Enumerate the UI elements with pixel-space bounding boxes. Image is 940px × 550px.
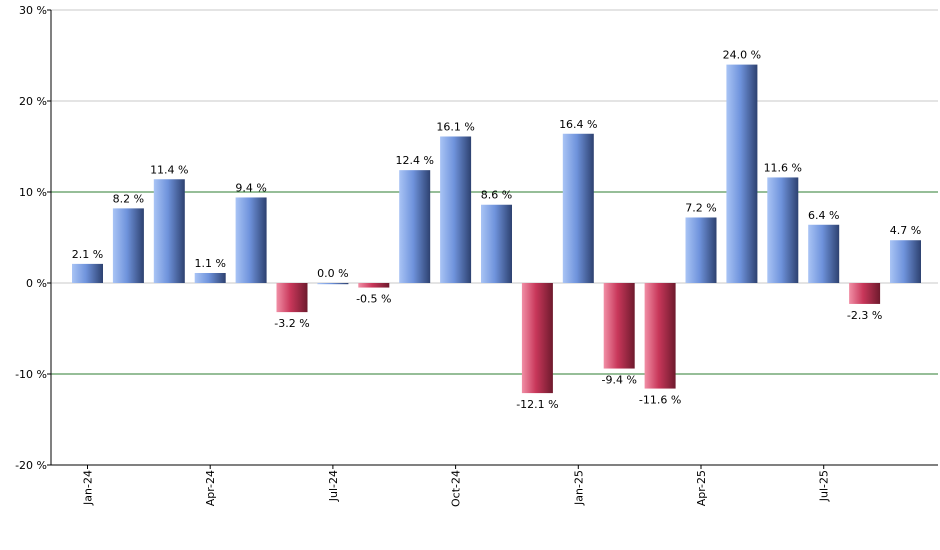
bar-Jan-25 bbox=[562, 133, 594, 283]
data-label: -3.2 % bbox=[274, 317, 309, 330]
bar-Jan-24 bbox=[72, 263, 103, 283]
data-label: -9.4 % bbox=[601, 374, 636, 387]
x-tick-label: Apr-25 bbox=[695, 470, 708, 506]
data-label: 11.6 % bbox=[764, 161, 802, 174]
bar-Feb-25 bbox=[603, 283, 635, 369]
data-label: 4.7 % bbox=[890, 224, 921, 237]
data-label: 1.1 % bbox=[194, 257, 225, 270]
bar-Oct-24 bbox=[440, 136, 472, 283]
bar-May-24 bbox=[235, 197, 267, 283]
bar-Aug-25 bbox=[849, 283, 881, 304]
y-tick-label: -10 % bbox=[15, 368, 47, 381]
x-tick-label: Oct-24 bbox=[450, 470, 463, 507]
bar-Nov-24 bbox=[481, 204, 512, 283]
data-label: 0.0 % bbox=[317, 267, 348, 280]
data-labels: 2.1 % 8.2 % 11.4 % 1.1 % 9.4 % -3.2 % 0.0 % -0.… bbox=[72, 49, 921, 412]
x-tick-label: Jan-25 bbox=[572, 470, 585, 506]
bar-Jul-24 bbox=[317, 283, 349, 285]
data-label: 16.1 % bbox=[436, 120, 474, 133]
bar-Aug-24 bbox=[358, 283, 390, 288]
bar-Feb-24 bbox=[112, 208, 144, 283]
y-tick-label: -20 % bbox=[15, 459, 47, 472]
data-label: 8.2 % bbox=[113, 192, 144, 205]
data-label: 6.4 % bbox=[808, 209, 839, 222]
bar-Dec-24 bbox=[521, 283, 553, 394]
data-label: 16.4 % bbox=[559, 118, 597, 131]
bar-Mar-25 bbox=[644, 283, 676, 389]
data-label: -12.1 % bbox=[516, 398, 558, 411]
data-label: 11.4 % bbox=[150, 163, 188, 176]
bar-Jun-25 bbox=[767, 177, 799, 283]
data-label: -2.3 % bbox=[847, 309, 882, 322]
y-tick-label: 0 % bbox=[26, 277, 47, 290]
data-label: 9.4 % bbox=[235, 181, 266, 194]
x-tick-label: Jan-24 bbox=[82, 470, 95, 506]
axes: 30 % 20 % 10 % 0 % -10 % -20 % Jan-24 Apr-24 Jul… bbox=[15, 4, 938, 507]
data-label: -11.6 % bbox=[639, 394, 681, 407]
data-label: 12.4 % bbox=[395, 154, 433, 167]
bar-Jun-24 bbox=[276, 283, 308, 313]
data-label: 7.2 % bbox=[685, 201, 716, 214]
bar-Apr-25 bbox=[685, 217, 717, 283]
data-label: -0.5 % bbox=[356, 293, 391, 306]
bar-Mar-24 bbox=[153, 179, 185, 283]
bar-Apr-24 bbox=[194, 272, 226, 283]
bar-Jul-25 bbox=[808, 224, 840, 283]
bar-Sep-25 bbox=[890, 240, 921, 283]
y-tick-label: 30 % bbox=[19, 4, 47, 17]
x-tick-label: Apr-24 bbox=[204, 470, 217, 506]
y-tick-label: 10 % bbox=[19, 186, 47, 199]
x-tick-label: Jul-25 bbox=[818, 470, 831, 502]
bars bbox=[72, 64, 921, 394]
data-label: 24.0 % bbox=[723, 49, 761, 62]
bar-May-25 bbox=[726, 64, 758, 283]
data-label: 8.6 % bbox=[481, 189, 512, 202]
bar-Sep-24 bbox=[399, 170, 431, 283]
data-label: 2.1 % bbox=[72, 248, 103, 261]
x-tick-label: Jul-24 bbox=[327, 470, 340, 502]
y-tick-label: 20 % bbox=[19, 95, 47, 108]
